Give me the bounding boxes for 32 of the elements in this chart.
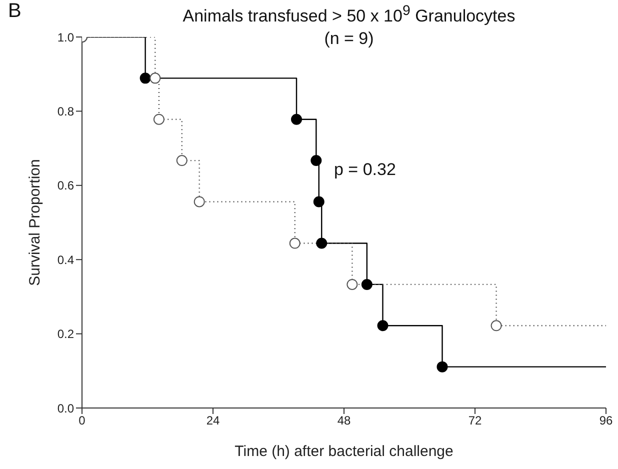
y-tick-label: 0.2 [57,327,74,342]
point [140,72,151,84]
point [346,278,358,290]
point [289,238,300,249]
chart-subtitle: (n = 9) [324,28,374,48]
point [313,196,324,208]
x-tick-label: 96 [599,414,613,428]
y-tick-label: 0.8 [57,104,74,118]
x-tick-label: 72 [468,414,482,428]
y-tick-label: 0.6 [57,178,74,193]
point [176,155,188,166]
point [150,72,161,84]
annotation: p = 0.32 [334,160,396,180]
x-tick-label: 48 [337,414,351,428]
point [291,114,302,125]
y-tick-label: 0.4 [57,252,74,267]
x-tick-label: 0 [78,414,86,428]
x-tick-label: 24 [206,414,220,428]
point [361,278,372,290]
y-tick-label: 1.0 [57,30,74,44]
x-axis-title: Time (h) after bacterial challenge [234,443,454,460]
y-axis-title: Survival Proportion [26,159,44,286]
text: B [8,0,22,23]
point [490,320,502,332]
point [436,361,448,372]
y-tick-label: 0.0 [57,401,74,416]
point [377,320,388,332]
point [316,238,328,249]
point [153,114,164,125]
point [310,155,322,166]
point [194,196,205,208]
chart-title: Animals transfused > 50 x 10$^{9}$ Granulocytes [182,3,516,26]
